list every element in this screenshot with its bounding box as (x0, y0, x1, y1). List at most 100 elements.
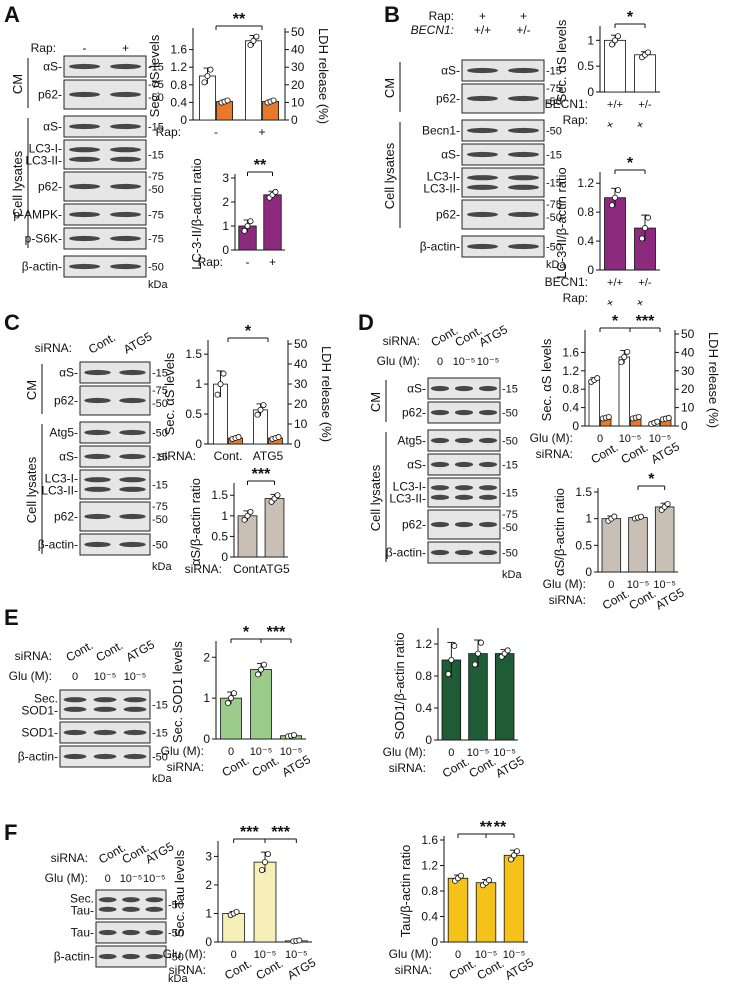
blot-strip (63, 227, 147, 250)
blot-strip (461, 235, 545, 258)
x-category2-label: 10⁻⁵ (619, 433, 642, 445)
bar-chart-a1: 0 0.4 0.8 1.2 1.6 Sec. αS levels 0 10 20 30 40 50 LD… (147, 11, 331, 139)
significance-label: * (627, 9, 634, 26)
blot-band (122, 953, 140, 960)
bar (601, 518, 622, 573)
y-tick-label: 0 (221, 550, 228, 564)
x-category2-title: Glu (M): (383, 745, 426, 759)
x-category2-label: +/+ (607, 99, 623, 111)
data-point (451, 642, 458, 649)
bar (264, 498, 285, 558)
x-category-label: + (634, 117, 647, 133)
condition-label: siRNA: (383, 334, 420, 348)
lane-genotype: +/+ (474, 23, 491, 37)
mw-marker: -50 (546, 126, 562, 138)
bar (475, 882, 497, 943)
panel-letters: A B C D E F (4, 2, 400, 845)
bar (250, 669, 272, 740)
blot-strip (79, 533, 151, 556)
y-tick-label: 0.4 (170, 95, 187, 109)
x-category2-label: 10⁻⁵ (475, 949, 498, 961)
y2-tick-label: 10 (681, 401, 695, 415)
y-tick-label: 1 (587, 33, 594, 47)
lane-label: ATG5 (477, 322, 511, 350)
data-point (510, 852, 517, 859)
data-point (448, 657, 455, 664)
significance-label: *** (267, 624, 286, 641)
mw-marker: -15 (502, 488, 518, 500)
y2-tick-label: 0 (291, 113, 298, 127)
blot-band (478, 385, 498, 392)
significance-label: * (627, 155, 634, 172)
blot-band (119, 541, 146, 548)
significance-label: *** (271, 824, 290, 841)
blot-band (119, 429, 146, 436)
data-point (485, 877, 492, 884)
significance-label: * (245, 323, 252, 340)
significance-label: ** (233, 11, 246, 28)
mw-marker: -50 (148, 92, 164, 104)
y-axis-title: Sec. αS levels (539, 338, 554, 421)
mw-marker: -75 (152, 501, 168, 513)
blot-band (93, 729, 117, 736)
x-category-title: Rap: (156, 125, 181, 139)
panel-letter: A (4, 2, 20, 27)
protein-label: SOD1- (21, 704, 58, 718)
y-tick-label: 1.2 (421, 859, 438, 873)
lane-glutamate: 10⁻⁵ (124, 671, 147, 683)
x-category2-label: +/+ (607, 277, 623, 289)
y-axis-title: Tau/β-actin ratio (398, 845, 413, 938)
protein-label: p-AMPK- (13, 208, 62, 222)
blot-strip (79, 421, 151, 444)
data-point (457, 872, 464, 879)
significance-label: ** (494, 819, 507, 836)
mw-marker: -75 (148, 79, 164, 91)
blot-band (68, 211, 101, 218)
protein-label: LC3-II- (423, 182, 460, 196)
blot-band (98, 897, 117, 903)
mw-marker: -15 (502, 460, 518, 472)
data-point (261, 859, 268, 866)
blot-band (466, 184, 499, 190)
lane-glutamate: 10⁻⁵ (143, 873, 166, 885)
lane-glutamate: 10⁻⁵ (453, 356, 476, 368)
x-category2-label: 10⁻⁵ (250, 746, 273, 758)
x-category-label: Cont. (589, 440, 621, 466)
mw-marker: -15 (152, 480, 168, 492)
x-category2-label: 0 (608, 579, 614, 591)
blot-strip (63, 255, 147, 278)
x-category-label: + (604, 295, 617, 311)
bar (447, 877, 469, 943)
blot-band (68, 123, 101, 130)
data-point (514, 848, 521, 855)
blot-band (109, 123, 142, 130)
data-point (605, 413, 612, 420)
protein-label: LC3-II- (41, 484, 78, 498)
blot-band (84, 477, 111, 483)
y2-tick-label: 30 (294, 377, 308, 391)
y-tick-label: 1.2 (170, 60, 187, 74)
blot-band (123, 706, 147, 712)
data-point (217, 381, 224, 388)
blot-strip (95, 889, 167, 920)
data-point (645, 49, 652, 56)
blot-strip (59, 689, 151, 720)
y2-axis-title: LDH release (%) (316, 28, 331, 124)
mw-marker: -50 (168, 952, 184, 964)
blot-band (68, 63, 101, 70)
y-tick-label: 1.5 (575, 485, 592, 499)
lane-glutamate: 0 (105, 873, 111, 885)
protein-label: αS- (43, 60, 62, 74)
x-category2-title: Glu (M): (530, 431, 573, 445)
x-category2-label: 0 (455, 949, 461, 961)
y-tick-label: 1 (203, 691, 210, 705)
bar (588, 379, 600, 427)
x-category2-label: 10⁻⁵ (627, 579, 650, 591)
protein-label: β-actin- (18, 750, 58, 764)
protein-label: p62- (402, 406, 426, 420)
lane-glutamate: 10⁻⁵ (120, 873, 143, 885)
x-category2-label: 10⁻⁵ (467, 747, 490, 759)
